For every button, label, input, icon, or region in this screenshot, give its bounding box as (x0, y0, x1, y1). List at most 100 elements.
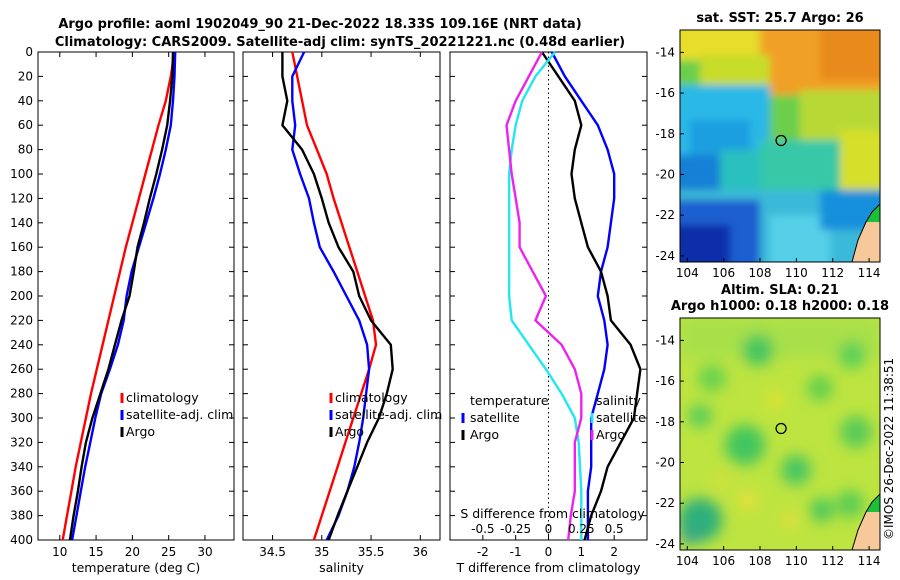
title-line-1: Argo profile: aoml 1902049_90 21-Dec-202… (58, 17, 581, 32)
y-tick-label: 400 (10, 533, 33, 547)
y-tick-label: 80 (18, 143, 33, 157)
y-tick-label: 180 (10, 265, 33, 279)
x-tick-label: 104 (676, 266, 699, 280)
legend-label: climatology (126, 390, 199, 405)
y-tick-label: 120 (10, 191, 33, 205)
series-line-satellite-adj-clim (70, 51, 177, 541)
y-tick-label: -16 (655, 86, 675, 100)
sst-heatmap (680, 30, 880, 262)
title-line-2: Climatology: CARS2009. Satellite-adj cli… (55, 35, 625, 50)
profile-panel-salinity: 34.5 35 35.5 36 salinity climatology satellite… (242, 51, 442, 575)
y-tick-label: 240 (10, 338, 33, 352)
series-line-satellite-adj-clim (291, 51, 371, 541)
y-tick-label: 280 (10, 387, 33, 401)
s-tick-label: -0.25 (500, 522, 531, 536)
x-tick-label: 20 (125, 545, 140, 559)
x-axis-label: T difference from climatology (455, 560, 641, 575)
x-tick-label: 30 (197, 545, 212, 559)
y-tick-label: -18 (655, 415, 675, 429)
x-tick-label: 1 (578, 545, 586, 559)
y-tick-label: 220 (10, 313, 33, 327)
y-tick-label: 20 (18, 69, 33, 83)
x-tick-label: 35.5 (358, 545, 385, 559)
series-line-climatology (61, 51, 176, 541)
y-tick-label: 360 (10, 484, 33, 498)
y-tick-label: -16 (655, 374, 675, 388)
x-axis-label: salinity (319, 560, 364, 575)
y-tick-label: 340 (10, 460, 33, 474)
y-tick-label: -24 (655, 537, 675, 551)
legend-heading-salinity: salinity (596, 393, 641, 408)
y-tick-label: 0 (25, 45, 33, 59)
x-tick-label: 114 (858, 266, 881, 280)
legend-label: satellite (470, 410, 520, 425)
profile-panel-difference: -2 -1 0 1 2T difference from climatology S di… (449, 51, 648, 575)
y-tick-label: -14 (655, 45, 675, 59)
panel-frame (37, 51, 235, 541)
legend-label: satellite (596, 410, 646, 425)
x-tick-label: 106 (712, 554, 735, 568)
x-tick-label: -1 (510, 545, 522, 559)
profile-panel-temperature: 0 20 40 60 80 100 120 140 160 180 200 220 240 260 280 3… (10, 45, 235, 575)
x-tick-label: 25 (161, 545, 176, 559)
float-position-marker (775, 422, 787, 435)
x-tick-label: 112 (821, 266, 844, 280)
legend-heading-temperature: temperature (470, 393, 549, 408)
y-tick-label: -20 (655, 167, 675, 181)
map-panel-sst_map: 104 106 108 110 112 114 -14 -16 -18 -20 -22 -24 sat.… (655, 11, 880, 280)
x-tick-label: 108 (749, 554, 772, 568)
map-title: sat. SST: 25.7 Argo: 26 (696, 11, 863, 26)
x-tick-label: -2 (477, 545, 489, 559)
y-tick-label: 380 (10, 509, 33, 523)
series-line-climatology (291, 51, 378, 541)
s-axis-label: S difference from climatology (460, 506, 645, 521)
y-tick-label: 200 (10, 289, 33, 303)
x-tick-label: 110 (785, 554, 808, 568)
s-tick-label: 0.5 (605, 522, 624, 536)
legend-label: Argo (596, 427, 625, 442)
x-tick-label: 114 (858, 554, 881, 568)
map-title: Argo h1000: 0.18 h2000: 0.18 (671, 299, 889, 314)
x-tick-label: 2 (610, 545, 618, 559)
x-tick-label: 15 (88, 545, 103, 559)
x-tick-label: 112 (821, 554, 844, 568)
map-frame (679, 317, 881, 551)
legend-label: satellite-adj. clim (335, 407, 442, 422)
map-frame (679, 29, 881, 263)
y-tick-label: 40 (18, 94, 33, 108)
y-tick-label: -22 (655, 208, 675, 222)
y-tick-label: -24 (655, 249, 675, 263)
series-line-argo (68, 51, 175, 541)
map-panel-sla_map: 104 106 108 110 112 114 -14 -16 -18 -20 -22 -24 Alti… (655, 283, 889, 568)
x-tick-label: 36 (413, 545, 428, 559)
series-line-s-satellite (507, 51, 583, 540)
y-tick-label: -14 (655, 333, 675, 347)
series-line-t-argo (540, 51, 642, 541)
y-tick-label: 260 (10, 362, 33, 376)
y-tick-label: 300 (10, 411, 33, 425)
float-position-marker (775, 134, 787, 147)
y-tick-label: 140 (10, 216, 33, 230)
y-tick-label: -18 (655, 127, 675, 141)
y-tick-label: 60 (18, 118, 33, 132)
x-tick-label: 106 (712, 266, 735, 280)
imos-stamp: ©IMOS 26-Dec-2022 11:38:51 (882, 358, 896, 540)
x-tick-label: 110 (785, 266, 808, 280)
x-tick-label: 0 (545, 545, 553, 559)
series-line-t-satellite (550, 51, 616, 540)
y-tick-label: 160 (10, 240, 33, 254)
x-tick-label: 35 (314, 545, 329, 559)
legend-label: Argo (470, 427, 499, 442)
y-tick-label: 100 (10, 167, 33, 181)
series-line-argo (281, 52, 394, 541)
map-title: Altim. SLA: 0.21 (721, 283, 839, 298)
s-tick-label: 0.25 (568, 522, 595, 536)
x-tick-label: 104 (676, 554, 699, 568)
s-tick-label: -0.5 (471, 522, 494, 536)
y-tick-label: -20 (655, 455, 675, 469)
x-tick-label: 34.5 (259, 545, 286, 559)
legend-label: climatology (335, 390, 408, 405)
x-tick-label: 108 (749, 266, 772, 280)
x-axis-label: temperature (deg C) (72, 560, 201, 575)
